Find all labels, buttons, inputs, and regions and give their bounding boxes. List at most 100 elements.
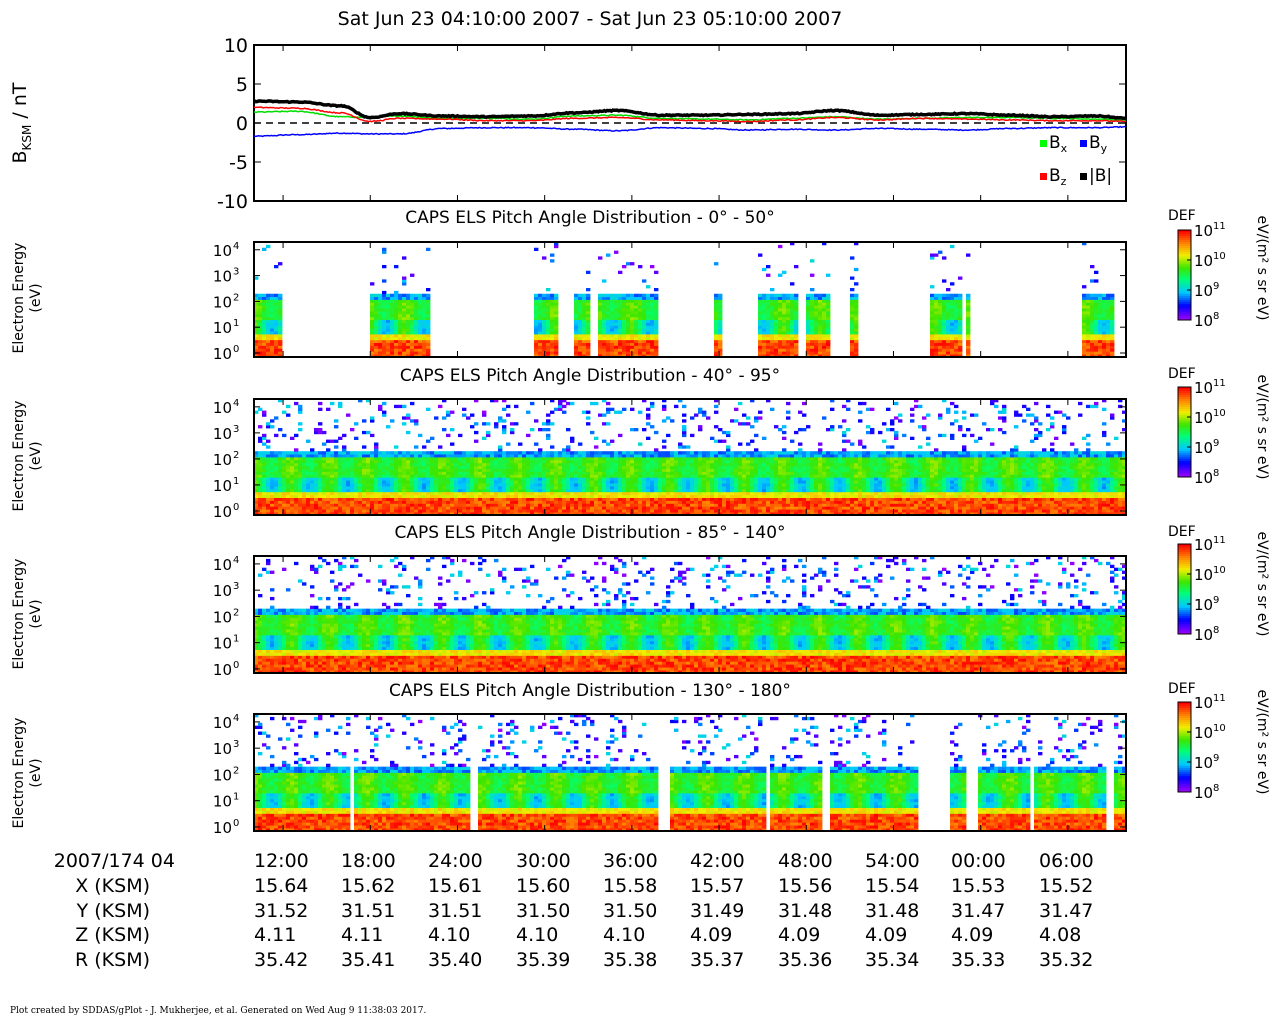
heatmap-cell xyxy=(1110,342,1115,346)
heatmap-cell xyxy=(430,471,435,475)
heatmap-cell xyxy=(822,336,827,341)
heatmap-cell xyxy=(350,486,355,490)
heatmap-cell xyxy=(294,448,299,452)
heatmap-cell xyxy=(586,500,591,504)
heatmap-cell xyxy=(266,500,271,504)
heatmap-cell xyxy=(362,454,367,458)
heatmap-cell xyxy=(262,305,267,309)
heatmap-cell xyxy=(534,299,539,303)
heatmap-cell xyxy=(562,488,567,493)
heatmap-cell xyxy=(530,471,535,475)
heatmap-cell xyxy=(418,491,423,496)
heatmap-cell xyxy=(966,334,971,338)
heatmap-cell xyxy=(774,299,779,303)
heatmap-cell xyxy=(278,509,283,513)
heatmap-cell xyxy=(762,313,767,318)
heatmap-cell xyxy=(818,339,823,344)
heatmap-cell xyxy=(422,319,427,323)
heatmap-cell xyxy=(766,265,771,269)
legend-label-sub: z xyxy=(1061,175,1067,188)
heatmap-cell xyxy=(270,322,275,326)
heatmap-cell xyxy=(498,491,503,496)
heatmap-cell xyxy=(378,477,383,481)
heatmap-cell xyxy=(622,457,627,461)
heatmap-cell xyxy=(598,503,603,507)
heatmap-cell xyxy=(546,305,551,309)
heatmap-cell xyxy=(630,459,635,464)
heatmap-cell xyxy=(582,348,587,352)
heatmap-cell xyxy=(574,497,579,501)
heatmap-cell xyxy=(690,512,695,516)
heatmap-cell xyxy=(942,313,947,318)
heatmap-cell xyxy=(274,296,279,300)
heatmap-cell xyxy=(966,339,971,344)
heatmap-cell xyxy=(474,483,479,487)
heatmap-cell xyxy=(346,454,351,458)
heatmap-cell xyxy=(386,483,391,487)
heatmap-cell xyxy=(938,345,943,349)
heatmap-cell xyxy=(598,331,603,335)
heatmap-cell xyxy=(426,454,431,458)
heatmap-cell xyxy=(618,477,623,481)
heatmap-cell xyxy=(418,503,423,507)
heatmap-cell xyxy=(850,311,855,315)
heatmap-cell xyxy=(806,331,811,335)
heatmap-cell xyxy=(406,488,411,493)
heatmap-cell xyxy=(626,477,631,481)
heatmap-cell xyxy=(722,488,727,493)
heatmap-cell xyxy=(1094,316,1099,321)
heatmap-cell xyxy=(542,506,547,510)
heatmap-cell xyxy=(818,296,823,300)
heatmap-cell xyxy=(266,497,271,501)
heatmap-cell xyxy=(810,351,815,355)
heatmap-cell xyxy=(726,430,731,435)
heatmap-cell xyxy=(818,328,823,332)
heatmap-cell xyxy=(1098,305,1103,309)
heatmap-cell xyxy=(286,468,291,472)
heatmap-cell xyxy=(374,342,379,346)
heatmap-cell xyxy=(606,459,611,464)
heatmap-cell xyxy=(426,319,431,323)
heatmap-cell xyxy=(498,512,503,516)
heatmap-cell xyxy=(1090,342,1095,346)
heatmap-cell xyxy=(658,497,663,501)
heatmap-cell xyxy=(446,474,451,478)
heatmap-cell xyxy=(1082,322,1087,326)
heatmap-cell xyxy=(774,293,779,298)
heatmap-cell xyxy=(378,497,383,501)
heatmap-cell xyxy=(646,311,651,315)
heatmap-cell xyxy=(698,471,703,475)
heatmap-cell xyxy=(406,316,411,321)
heatmap-cell xyxy=(850,308,855,312)
heatmap-cell xyxy=(702,413,707,417)
legend-label: |B| xyxy=(1089,166,1112,186)
heatmap-cell xyxy=(718,488,723,493)
heatmap-cell xyxy=(606,331,611,335)
heatmap-cell xyxy=(598,296,603,300)
heatmap-cell xyxy=(274,328,279,332)
heatmap-cell xyxy=(410,474,415,478)
heatmap-cell xyxy=(486,430,491,435)
heatmap-cell xyxy=(282,497,287,501)
heatmap-cell xyxy=(270,296,275,300)
heatmap-cell xyxy=(674,457,679,461)
heatmap-cell xyxy=(950,293,955,298)
heatmap-cell xyxy=(286,486,291,490)
heatmap-cell xyxy=(322,503,327,507)
heatmap-cell xyxy=(578,342,583,346)
heatmap-cell xyxy=(414,509,419,513)
heatmap-cell xyxy=(502,457,507,461)
heatmap-cell xyxy=(598,500,603,504)
heatmap-cell xyxy=(374,454,379,458)
heatmap-cell xyxy=(306,465,311,469)
heatmap-cell xyxy=(674,491,679,496)
heatmap-cell xyxy=(550,410,555,414)
heatmap-cell xyxy=(810,305,815,309)
heatmap-cell xyxy=(426,305,431,309)
heatmap-cell xyxy=(622,503,627,507)
heatmap-cell xyxy=(442,483,447,487)
heatmap-cell xyxy=(786,354,791,358)
heatmap-cell xyxy=(318,491,323,496)
heatmap-cell xyxy=(1106,331,1111,335)
